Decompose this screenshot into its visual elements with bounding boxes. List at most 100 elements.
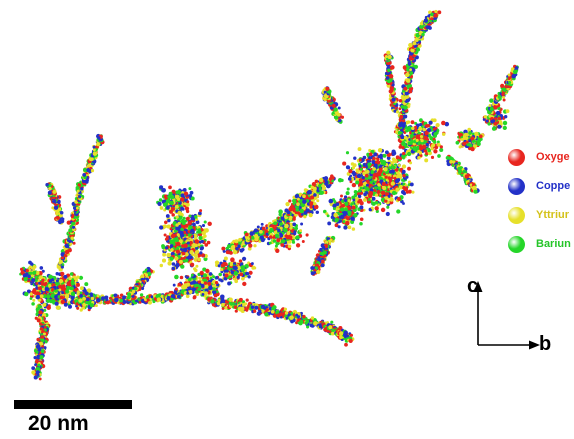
atom-particle xyxy=(41,278,45,282)
atom-particle xyxy=(201,230,206,236)
atom-particle xyxy=(188,193,193,198)
atom-particle xyxy=(275,248,280,253)
atom-particle xyxy=(273,221,277,225)
atom-particle xyxy=(340,178,344,182)
atom-particle xyxy=(275,310,280,314)
atom-particle xyxy=(180,218,185,223)
atom-particle xyxy=(34,316,38,320)
atom-particle xyxy=(45,287,50,292)
atom-particle xyxy=(29,297,33,300)
atom-particle xyxy=(359,167,363,171)
atom-particle xyxy=(351,182,357,188)
atom-particle xyxy=(379,158,384,163)
atom-particle xyxy=(172,283,176,287)
atom-particle xyxy=(343,198,348,203)
atom-particle xyxy=(292,217,296,221)
atom-particle xyxy=(89,292,94,297)
atom-particle xyxy=(250,305,255,309)
atom-particle xyxy=(170,248,174,252)
atom-particle xyxy=(260,222,264,226)
atom-particle xyxy=(41,269,45,273)
atom-particle xyxy=(296,197,300,201)
atom-particle xyxy=(392,165,396,170)
atom-particle xyxy=(364,173,369,178)
atom-particle xyxy=(302,194,306,199)
atom-particle xyxy=(69,286,74,291)
atom-particle xyxy=(146,298,150,302)
atom-particle xyxy=(405,175,409,179)
atom-particle xyxy=(37,347,42,352)
atom-particle xyxy=(303,188,308,192)
atom-particle xyxy=(377,186,381,191)
atom-particle xyxy=(302,199,307,204)
atom-particle xyxy=(299,319,304,325)
atom-particle xyxy=(290,319,294,324)
atom-particle xyxy=(211,303,216,307)
atom-particle xyxy=(171,213,175,217)
atom-particle xyxy=(177,282,182,287)
atom-particle xyxy=(182,256,186,260)
atom-particle xyxy=(222,249,226,253)
atom-particle xyxy=(365,187,370,192)
atom-particle xyxy=(54,301,59,306)
atom-particle xyxy=(227,244,231,249)
atom-particle xyxy=(169,256,174,261)
atom-particle xyxy=(39,275,44,280)
atom-particle xyxy=(233,305,238,309)
atom-particle xyxy=(339,214,345,220)
atom-particle xyxy=(170,195,175,200)
atom-particle xyxy=(29,292,34,296)
atom-particle xyxy=(63,302,68,307)
atom-particle xyxy=(31,278,36,283)
atom-particle xyxy=(44,282,48,286)
atom-particle xyxy=(51,206,55,210)
atom-particle xyxy=(391,190,397,196)
atom-particle xyxy=(313,321,318,326)
atom-particle xyxy=(188,214,192,218)
atom-particle xyxy=(122,295,127,300)
atom-particle xyxy=(48,187,52,191)
atom-particle xyxy=(126,295,131,300)
atom-particle xyxy=(253,244,257,248)
atom-particle xyxy=(396,209,401,214)
atom-particle xyxy=(280,243,285,247)
atom-particle xyxy=(170,206,176,211)
atom-particle xyxy=(277,228,281,233)
atom-particle xyxy=(276,313,281,318)
atom-particle xyxy=(350,216,355,221)
atom-particle xyxy=(318,187,322,191)
atom-particle xyxy=(86,297,90,302)
atom-particle xyxy=(341,203,345,208)
atom-particle xyxy=(333,212,339,218)
atom-particle xyxy=(54,294,58,299)
atom-particle xyxy=(384,175,388,179)
atom-particle xyxy=(382,186,387,191)
atom-particle xyxy=(374,186,378,190)
atom-particle xyxy=(351,166,356,170)
atom-particle xyxy=(59,295,64,300)
atom-particle xyxy=(394,178,400,184)
atom-particle xyxy=(351,205,356,210)
atom-particle xyxy=(240,306,245,312)
atom-particle xyxy=(53,205,59,210)
atom-particle xyxy=(285,201,290,207)
atom-particle xyxy=(215,275,219,280)
atom-particle xyxy=(293,230,297,234)
atom-particle xyxy=(411,190,415,194)
atom-particle xyxy=(343,195,348,199)
atom-particle xyxy=(37,285,42,291)
atom-particle xyxy=(59,210,64,215)
atom-particle xyxy=(401,164,407,169)
atom-particle xyxy=(224,277,228,281)
atom-particle xyxy=(161,258,167,263)
atom-particle xyxy=(246,272,250,276)
atom-particle xyxy=(345,151,350,155)
atom-particle xyxy=(258,229,263,234)
atom-particle xyxy=(379,153,383,157)
atom-particle xyxy=(63,253,68,258)
atom-particle xyxy=(26,289,31,294)
atom-particle xyxy=(169,244,174,248)
atom-particle xyxy=(55,305,61,310)
atom-particle xyxy=(348,168,353,174)
atom-particle xyxy=(299,208,304,214)
